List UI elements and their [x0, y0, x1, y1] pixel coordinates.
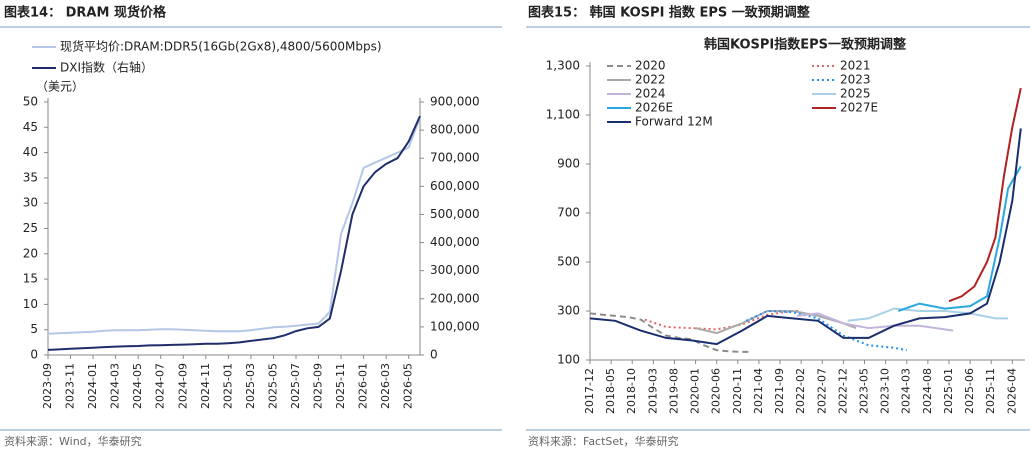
x-tick-label: 2024-11 — [199, 363, 212, 409]
y2-tick-label: 300,000 — [430, 263, 480, 277]
y-tick-label: 40 — [23, 145, 38, 159]
x-tick-label: 2020-06 — [710, 368, 723, 414]
series-line — [796, 312, 954, 332]
x-tick-label: 2025-05 — [266, 363, 279, 409]
x-tick-label: 2025-11 — [984, 368, 997, 414]
x-tick-label: 2022-07 — [815, 368, 828, 414]
legend-label: 2026E — [635, 101, 673, 115]
y2-tick-label: 900,000 — [430, 95, 480, 109]
x-tick-label: 2023-05 — [858, 368, 871, 414]
y-tick-label: 900 — [557, 157, 580, 171]
x-tick-label: 2025-03 — [244, 363, 257, 409]
y-tick-label: 35 — [23, 170, 38, 184]
y-tick-label: 20 — [23, 246, 38, 260]
y2-tick-label: 200,000 — [430, 291, 480, 305]
x-tick-label: 2024-03 — [900, 368, 913, 414]
x-tick-label: 2025-07 — [289, 363, 302, 409]
x-tick-label: 2026-03 — [379, 363, 392, 409]
x-tick-label: 2021-09 — [773, 368, 786, 414]
x-tick-label: 2025-06 — [963, 368, 976, 414]
y2-tick-label: 0 — [430, 348, 438, 362]
chart-title: 韩国KOSPI指数EPS一致预期调整 — [704, 37, 907, 53]
x-tick-label: 2024-08 — [921, 368, 934, 414]
y-tick-label: 50 — [23, 95, 38, 109]
x-tick-label: 2026-01 — [357, 363, 370, 409]
y-tick-label: 45 — [23, 120, 38, 134]
y2-tick-label: 400,000 — [430, 235, 480, 249]
series-line — [644, 310, 802, 331]
x-tick-label: 2025-11 — [334, 363, 347, 409]
x-tick-label: 2024-01 — [86, 363, 99, 409]
y2-tick-label: 600,000 — [430, 179, 480, 193]
series-line — [589, 312, 751, 353]
x-tick-label: 2024-05 — [131, 363, 144, 409]
x-tick-label: 2022-02 — [794, 368, 807, 414]
legend-label: 2027E — [840, 101, 878, 115]
x-tick-label: 2020-11 — [731, 368, 744, 414]
x-tick-label: 2023-11 — [64, 363, 77, 409]
legend-label: 2022 — [635, 73, 666, 87]
x-tick-label: 2019-03 — [646, 368, 659, 414]
series-line — [745, 309, 907, 352]
x-tick-label: 2025-01 — [942, 368, 955, 414]
series-line — [47, 115, 421, 351]
x-tick-label: 2024-09 — [176, 363, 189, 409]
series-line — [897, 165, 1022, 312]
legend-label: 2024 — [635, 87, 666, 101]
y-tick-label: 300 — [557, 304, 580, 318]
y-tick-label: 30 — [23, 196, 38, 210]
y-unit: （美元） — [36, 80, 84, 94]
y-tick-label: 0 — [30, 348, 38, 362]
x-tick-label: 2019-08 — [667, 368, 680, 414]
figure-label: 图表15： 韩国 KOSPI 指数 EPS 一致预期调整 — [528, 5, 811, 21]
x-tick-label: 2018-05 — [604, 368, 617, 414]
figure-label: 图表14： DRAM 现货价格 — [4, 5, 167, 21]
series-line — [948, 87, 1022, 303]
y-tick-label: 1,300 — [546, 59, 580, 73]
y2-tick-label: 700,000 — [430, 151, 480, 165]
x-tick-label: 2025-01 — [221, 363, 234, 409]
source-note: 资料来源：Wind，华泰研究 — [4, 434, 142, 448]
x-tick-label: 2023-09 — [41, 363, 54, 409]
y2-tick-label: 100,000 — [430, 319, 480, 333]
series-line — [47, 116, 421, 335]
x-tick-label: 2018-10 — [625, 368, 638, 414]
x-tick-label: 2022-12 — [836, 368, 849, 414]
x-tick-label: 2026-04 — [1005, 368, 1018, 414]
legend-label: 2023 — [840, 73, 871, 87]
legend-label: 2025 — [840, 87, 871, 101]
series-line — [847, 307, 1009, 322]
x-tick-label: 2026-05 — [402, 363, 415, 409]
y-tick-label: 25 — [23, 221, 38, 235]
y-tick-label: 5 — [30, 322, 38, 336]
x-tick-label: 2023-10 — [879, 368, 892, 414]
y-tick-label: 100 — [557, 353, 580, 367]
x-tick-label: 2025-09 — [312, 363, 325, 409]
legend-label: 2021 — [840, 59, 871, 73]
y-tick-label: 500 — [557, 255, 580, 269]
legend-label: 现货平均价:DRAM:DDR5(16Gb(2Gx8),4800/5600Mbps… — [60, 39, 382, 54]
series-line — [589, 128, 1022, 346]
source-note: 资料来源：FactSet，华泰研究 — [528, 434, 678, 448]
legend-label: DXI指数（右轴） — [60, 60, 153, 75]
y-tick-label: 1,100 — [546, 108, 580, 122]
y-tick-label: 15 — [23, 272, 38, 286]
x-tick-label: 2017-12 — [583, 368, 596, 414]
legend-label: Forward 12M — [635, 115, 713, 129]
x-tick-label: 2024-07 — [154, 363, 167, 409]
y-tick-label: 10 — [23, 297, 38, 311]
y2-tick-label: 500,000 — [430, 207, 480, 221]
x-tick-label: 2024-03 — [109, 363, 122, 409]
y2-tick-label: 800,000 — [430, 123, 480, 137]
legend-label: 2020 — [635, 59, 666, 73]
x-tick-label: 2020-01 — [689, 368, 702, 414]
y-tick-label: 700 — [557, 206, 580, 220]
x-tick-label: 2021-04 — [752, 368, 765, 414]
